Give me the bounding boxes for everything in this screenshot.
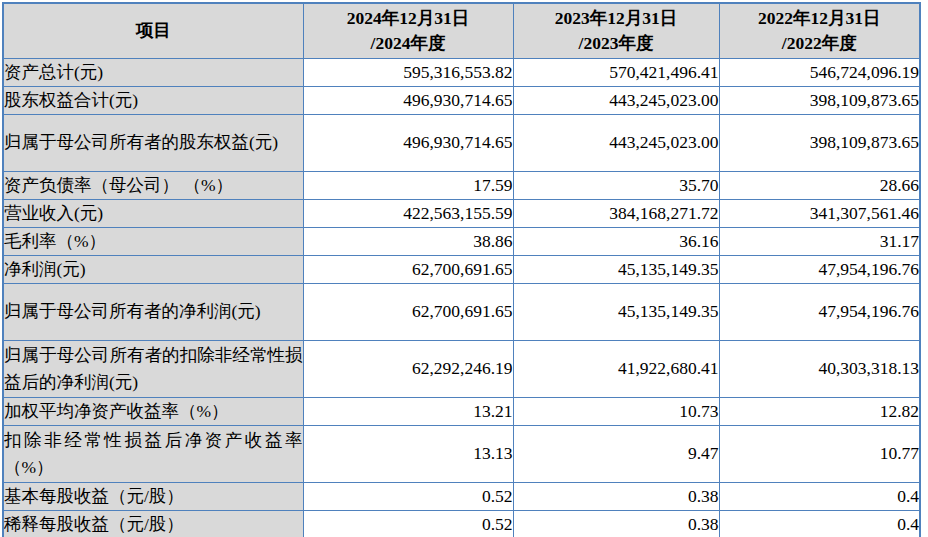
value-cell: 443,245,023.00 xyxy=(513,114,719,171)
header-2022-line1: 2022年12月31日 xyxy=(720,6,920,31)
value-cell: 47,954,196.76 xyxy=(719,283,920,340)
table-row: 资产负债率（母公司） （%） 17.59 35.70 28.66 xyxy=(3,171,920,199)
value-cell: 35.70 xyxy=(513,171,719,199)
table-row: 归属于母公司所有者的股东权益(元) 496,930,714.65 443,245… xyxy=(3,114,920,171)
row-label-cell: 稀释每股收益（元/股） xyxy=(3,510,303,537)
value-cell: 10.77 xyxy=(719,425,920,482)
table-row: 毛利率（%） 38.86 36.16 31.17 xyxy=(3,227,920,255)
value-cell: 496,930,714.65 xyxy=(303,114,513,171)
value-cell: 384,168,271.72 xyxy=(513,199,719,227)
table-header-row: 项目 2024年12月31日 /2024年度 2023年12月31日 /2023… xyxy=(3,3,920,58)
row-label-cell: 毛利率（%） xyxy=(3,227,303,255)
header-2024-line1: 2024年12月31日 xyxy=(304,6,513,31)
table-row: 加权平均净资产收益率（%） 13.21 10.73 12.82 xyxy=(3,397,920,425)
value-cell: 36.16 xyxy=(513,227,719,255)
value-cell: 443,245,023.00 xyxy=(513,86,719,114)
value-cell: 45,135,149.35 xyxy=(513,283,719,340)
table-row: 稀释每股收益（元/股） 0.52 0.38 0.4 xyxy=(3,510,920,537)
value-cell: 47,954,196.76 xyxy=(719,255,920,283)
header-2022-cell: 2022年12月31日 /2022年度 xyxy=(719,3,920,58)
value-cell: 10.73 xyxy=(513,397,719,425)
value-cell: 0.4 xyxy=(719,482,920,510)
value-cell: 398,109,873.65 xyxy=(719,114,920,171)
value-cell: 17.59 xyxy=(303,171,513,199)
table-row: 基本每股收益（元/股） 0.52 0.38 0.4 xyxy=(3,482,920,510)
header-2023-line1: 2023年12月31日 xyxy=(514,6,719,31)
table-row: 归属于母公司所有者的扣除非经常性损益后的净利润(元) 62,292,246.19… xyxy=(3,340,920,397)
table-row: 扣除非经常性损益后净资产收益率（%） 13.13 9.47 10.77 xyxy=(3,425,920,482)
value-cell: 422,563,155.59 xyxy=(303,199,513,227)
table-row: 归属于母公司所有者的净利润(元) 62,700,691.65 45,135,14… xyxy=(3,283,920,340)
row-label-cell: 归属于母公司所有者的扣除非经常性损益后的净利润(元) xyxy=(3,340,303,397)
row-label-cell: 净利润(元) xyxy=(3,255,303,283)
header-2023-cell: 2023年12月31日 /2023年度 xyxy=(513,3,719,58)
value-cell: 40,303,318.13 xyxy=(719,340,920,397)
header-2024-cell: 2024年12月31日 /2024年度 xyxy=(303,3,513,58)
row-label-cell: 营业收入(元) xyxy=(3,199,303,227)
value-cell: 546,724,096.19 xyxy=(719,58,920,86)
value-cell: 595,316,553.82 xyxy=(303,58,513,86)
value-cell: 398,109,873.65 xyxy=(719,86,920,114)
value-cell: 0.4 xyxy=(719,510,920,537)
value-cell: 13.21 xyxy=(303,397,513,425)
header-2023-line2: /2023年度 xyxy=(514,31,719,56)
value-cell: 41,922,680.41 xyxy=(513,340,719,397)
table-row: 股东权益合计(元) 496,930,714.65 443,245,023.00 … xyxy=(3,86,920,114)
table-row: 净利润(元) 62,700,691.65 45,135,149.35 47,95… xyxy=(3,255,920,283)
row-label-cell: 归属于母公司所有者的净利润(元) xyxy=(3,283,303,340)
table-row: 营业收入(元) 422,563,155.59 384,168,271.72 34… xyxy=(3,199,920,227)
value-cell: 38.86 xyxy=(303,227,513,255)
value-cell: 496,930,714.65 xyxy=(303,86,513,114)
document-page: 项目 2024年12月31日 /2024年度 2023年12月31日 /2023… xyxy=(0,0,928,537)
financial-summary-table: 项目 2024年12月31日 /2024年度 2023年12月31日 /2023… xyxy=(2,2,921,537)
value-cell: 0.38 xyxy=(513,510,719,537)
row-label-cell: 基本每股收益（元/股） xyxy=(3,482,303,510)
value-cell: 62,700,691.65 xyxy=(303,283,513,340)
value-cell: 341,307,561.46 xyxy=(719,199,920,227)
value-cell: 0.38 xyxy=(513,482,719,510)
value-cell: 62,292,246.19 xyxy=(303,340,513,397)
value-cell: 13.13 xyxy=(303,425,513,482)
value-cell: 0.52 xyxy=(303,482,513,510)
value-cell: 62,700,691.65 xyxy=(303,255,513,283)
value-cell: 31.17 xyxy=(719,227,920,255)
row-label-cell: 资产总计(元) xyxy=(3,58,303,86)
row-label-cell: 资产负债率（母公司） （%） xyxy=(3,171,303,199)
value-cell: 0.52 xyxy=(303,510,513,537)
header-item-cell: 项目 xyxy=(3,3,303,58)
value-cell: 45,135,149.35 xyxy=(513,255,719,283)
value-cell: 570,421,496.41 xyxy=(513,58,719,86)
value-cell: 12.82 xyxy=(719,397,920,425)
row-label-cell: 股东权益合计(元) xyxy=(3,86,303,114)
row-label-cell: 扣除非经常性损益后净资产收益率（%） xyxy=(3,425,303,482)
header-2024-line2: /2024年度 xyxy=(304,31,513,56)
row-label-cell: 加权平均净资产收益率（%） xyxy=(3,397,303,425)
table-row: 资产总计(元) 595,316,553.82 570,421,496.41 54… xyxy=(3,58,920,86)
header-2022-line2: /2022年度 xyxy=(720,31,920,56)
value-cell: 9.47 xyxy=(513,425,719,482)
value-cell: 28.66 xyxy=(719,171,920,199)
row-label-cell: 归属于母公司所有者的股东权益(元) xyxy=(3,114,303,171)
